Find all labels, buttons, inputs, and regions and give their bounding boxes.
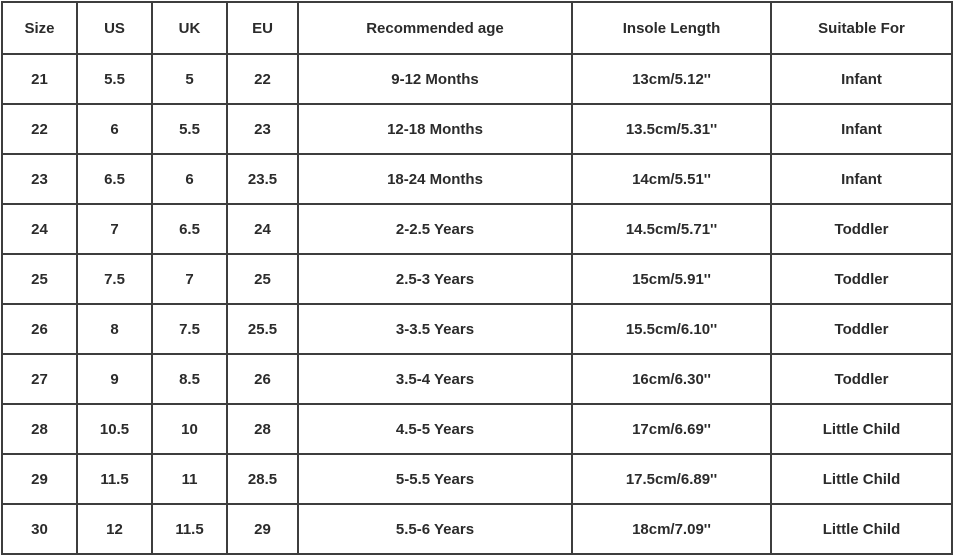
table-cell: 6	[76, 103, 153, 155]
table-cell: 26	[226, 353, 299, 405]
table-cell: Toddler	[770, 353, 953, 405]
table-header: Size US UK EU Recommended age Insole Len…	[1, 1, 953, 55]
table-cell: 10	[151, 403, 228, 455]
table-cell: 15.5cm/6.10''	[571, 303, 772, 355]
header-insole-length: Insole Length	[571, 1, 772, 55]
table-cell: 8	[76, 303, 153, 355]
table-row: 29 11.5 11 28.5 5-5.5 Years 17.5cm/6.89'' Litt…	[1, 453, 953, 505]
table-row: 27 9 8.5 26 3.5-4 Years 16cm/6.30'' Toddler	[1, 353, 953, 405]
table-cell: 3.5-4 Years	[297, 353, 573, 405]
table-cell: 25.5	[226, 303, 299, 355]
table-row: 30 12 11.5 29 5.5-6 Years 18cm/7.09'' Little C…	[1, 503, 953, 555]
table-cell: 17cm/6.69''	[571, 403, 772, 455]
table-cell: 23.5	[226, 153, 299, 205]
table-cell: Little Child	[770, 403, 953, 455]
table-cell: 28	[1, 403, 78, 455]
header-recommended-age: Recommended age	[297, 1, 573, 55]
table-cell: 7	[151, 253, 228, 305]
table-cell: 30	[1, 503, 78, 555]
header-uk: UK	[151, 1, 228, 55]
table-cell: 11	[151, 453, 228, 505]
table-cell: 7.5	[76, 253, 153, 305]
table-cell: 18-24 Months	[297, 153, 573, 205]
table-row: 21 5.5 5 22 9-12 Months 13cm/5.12'' Infant	[1, 53, 953, 105]
table-cell: 18cm/7.09''	[571, 503, 772, 555]
table-cell: 10.5	[76, 403, 153, 455]
table-cell: 23	[1, 153, 78, 205]
table-cell: 26	[1, 303, 78, 355]
table-cell: 13cm/5.12''	[571, 53, 772, 105]
table-cell: 13.5cm/5.31''	[571, 103, 772, 155]
table-cell: 25	[1, 253, 78, 305]
table-cell: 5.5	[76, 53, 153, 105]
header-eu: EU	[226, 1, 299, 55]
table-cell: 8.5	[151, 353, 228, 405]
table-row: 24 7 6.5 24 2-2.5 Years 14.5cm/5.71'' Toddler	[1, 203, 953, 255]
table-cell: 15cm/5.91''	[571, 253, 772, 305]
table-cell: Infant	[770, 53, 953, 105]
table-cell: 4.5-5 Years	[297, 403, 573, 455]
table-cell: 12-18 Months	[297, 103, 573, 155]
table-cell: 29	[226, 503, 299, 555]
table-cell: Infant	[770, 153, 953, 205]
table-cell: 5	[151, 53, 228, 105]
table-cell: 9	[76, 353, 153, 405]
header-us: US	[76, 1, 153, 55]
table-cell: 14cm/5.51''	[571, 153, 772, 205]
table-cell: 11.5	[151, 503, 228, 555]
table-cell: Little Child	[770, 503, 953, 555]
table-row: 26 8 7.5 25.5 3-3.5 Years 15.5cm/6.10'' Toddle…	[1, 303, 953, 355]
table-cell: 28.5	[226, 453, 299, 505]
table-cell: 25	[226, 253, 299, 305]
table-cell: 9-12 Months	[297, 53, 573, 105]
table-cell: 22	[1, 103, 78, 155]
header-suitable-for: Suitable For	[770, 1, 953, 55]
table-row: 28 10.5 10 28 4.5-5 Years 17cm/6.69'' Little C…	[1, 403, 953, 455]
table-cell: 5.5	[151, 103, 228, 155]
table-cell: Little Child	[770, 453, 953, 505]
table-cell: 7	[76, 203, 153, 255]
table-cell: 11.5	[76, 453, 153, 505]
header-row: Size US UK EU Recommended age Insole Len…	[1, 1, 953, 55]
table-cell: 14.5cm/5.71''	[571, 203, 772, 255]
table-cell: 5-5.5 Years	[297, 453, 573, 505]
table-cell: 12	[76, 503, 153, 555]
table-cell: 16cm/6.30''	[571, 353, 772, 405]
table-cell: 28	[226, 403, 299, 455]
table-cell: Toddler	[770, 203, 953, 255]
table-row: 23 6.5 6 23.5 18-24 Months 14cm/5.51'' Infant	[1, 153, 953, 205]
table-cell: 6.5	[76, 153, 153, 205]
table-cell: 17.5cm/6.89''	[571, 453, 772, 505]
size-table-body: 21 5.5 5 22 9-12 Months 13cm/5.12'' Infant 22 6 5…	[1, 53, 953, 555]
table-row: 22 6 5.5 23 12-18 Months 13.5cm/5.31'' Infant	[1, 103, 953, 155]
table-cell: 7.5	[151, 303, 228, 355]
table-cell: 2.5-3 Years	[297, 253, 573, 305]
table-cell: 21	[1, 53, 78, 105]
table-cell: 6	[151, 153, 228, 205]
table-row: 25 7.5 7 25 2.5-3 Years 15cm/5.91'' Toddler	[1, 253, 953, 305]
header-size: Size	[1, 1, 78, 55]
table-cell: 24	[226, 203, 299, 255]
table-cell: 6.5	[151, 203, 228, 255]
table-cell: 29	[1, 453, 78, 505]
table-cell: Toddler	[770, 303, 953, 355]
table-cell: 2-2.5 Years	[297, 203, 573, 255]
table-cell: 23	[226, 103, 299, 155]
table-cell: 22	[226, 53, 299, 105]
table-cell: 3-3.5 Years	[297, 303, 573, 355]
table-cell: 24	[1, 203, 78, 255]
table-cell: Infant	[770, 103, 953, 155]
table-cell: Toddler	[770, 253, 953, 305]
table-cell: 27	[1, 353, 78, 405]
table-cell: 5.5-6 Years	[297, 503, 573, 555]
